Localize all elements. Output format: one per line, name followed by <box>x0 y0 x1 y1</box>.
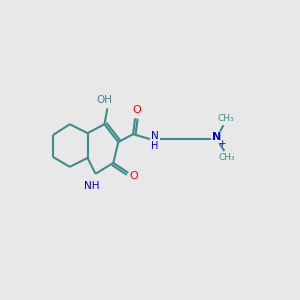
Text: CH₃: CH₃ <box>218 114 235 123</box>
Text: +: + <box>219 139 226 148</box>
Text: N: N <box>212 132 221 142</box>
Text: OH: OH <box>96 95 112 106</box>
Text: N: N <box>151 131 159 141</box>
Text: NH: NH <box>84 181 99 191</box>
Text: H: H <box>151 141 159 151</box>
Text: O: O <box>133 105 142 116</box>
Text: O: O <box>130 171 139 181</box>
Text: CH₃: CH₃ <box>219 153 236 162</box>
